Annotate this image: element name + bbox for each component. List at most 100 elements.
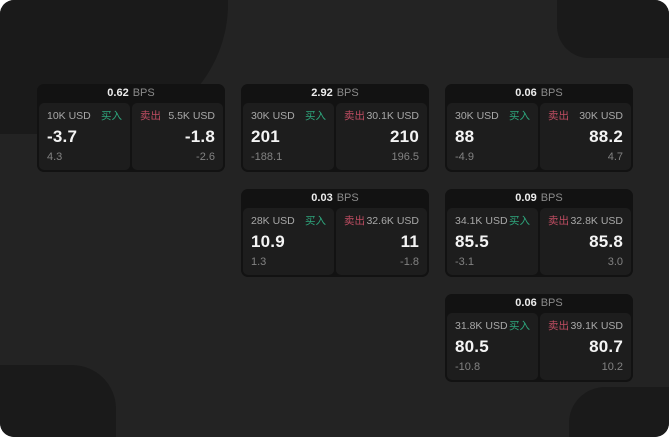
sell-delta: -1.8 [400,256,419,268]
spread-header: 2.92 BPS [241,84,429,103]
quote-card-body: 31.8K USD 买入 80.5 -10.8 卖出 39.1K USD 80.… [445,313,633,382]
quote-card-body: 10K USD 买入 -3.7 4.3 卖出 5.5K USD -1.8 -2.… [37,103,225,172]
buy-quote-panel[interactable]: 34.1K USD 买入 85.5 -3.1 [447,208,538,275]
sell-side-label: 卖出 [548,215,569,227]
spread-value: 2.92 [311,87,333,99]
spread-unit-label: BPS [540,87,563,99]
buy-panel-header: 30K USD 买入 [455,110,530,123]
sell-delta: 10.2 [601,361,623,373]
sell-panel-header: 卖出 32.6K USD [344,215,419,228]
sell-panel-header: 卖出 32.8K USD [548,215,623,228]
sell-panel-header: 卖出 5.5K USD [140,110,215,123]
sell-price: -1.8 [184,127,215,146]
buy-amount: 34.1K USD [455,215,508,227]
quote-card-body: 34.1K USD 买入 85.5 -3.1 卖出 32.8K USD 85.8… [445,208,633,277]
sell-delta: -2.6 [196,151,215,163]
quote-card: 0.06 BPS 31.8K USD 买入 80.5 -10.8 卖出 39.1… [445,294,633,382]
buy-quote-panel[interactable]: 31.8K USD 买入 80.5 -10.8 [447,313,538,380]
sell-price: 85.8 [589,232,623,251]
spread-value: 0.06 [515,297,537,309]
sell-quote-panel[interactable]: 卖出 30K USD 88.2 4.7 [540,103,631,170]
buy-side-label: 买入 [101,110,122,122]
sell-side-label: 卖出 [344,110,365,122]
buy-delta: 1.3 [251,256,267,268]
quote-card: 0.03 BPS 28K USD 买入 10.9 1.3 卖出 32.6K US… [241,189,429,277]
buy-side-label: 买入 [509,215,530,227]
spread-unit-label: BPS [336,192,359,204]
sell-price: 11 [400,232,419,251]
sell-side-label: 卖出 [344,215,365,227]
sell-side-label: 卖出 [548,320,569,332]
buy-side-label: 买入 [509,320,530,332]
buy-panel-header: 30K USD 买入 [251,110,326,123]
spread-header: 0.03 BPS [241,189,429,208]
sell-delta: 4.7 [607,151,623,163]
spread-value: 0.09 [515,192,537,204]
quote-card: 0.62 BPS 10K USD 买入 -3.7 4.3 卖出 5.5K USD… [37,84,225,172]
spread-unit-label: BPS [540,297,563,309]
sell-delta: 3.0 [607,256,623,268]
spread-unit-label: BPS [336,87,359,99]
sell-amount: 39.1K USD [570,320,623,332]
buy-price: 10.9 [251,232,285,251]
sell-quote-panel[interactable]: 卖出 32.8K USD 85.8 3.0 [540,208,631,275]
buy-amount: 31.8K USD [455,320,508,332]
spread-value: 0.06 [515,87,537,99]
buy-price: -3.7 [47,127,78,146]
sell-amount: 32.8K USD [570,215,623,227]
buy-delta: 4.3 [47,151,63,163]
sell-panel-header: 卖出 39.1K USD [548,320,623,333]
buy-delta: -3.1 [455,256,474,268]
sell-price: 80.7 [589,337,623,356]
buy-delta: -10.8 [455,361,481,373]
spread-unit-label: BPS [540,192,563,204]
sell-amount: 5.5K USD [168,110,215,122]
quote-card-body: 30K USD 买入 88 -4.9 卖出 30K USD 88.2 4.7 [445,103,633,172]
buy-quote-panel[interactable]: 30K USD 买入 88 -4.9 [447,103,538,170]
sell-amount: 30K USD [579,110,623,122]
spread-value: 0.62 [107,87,129,99]
buy-amount: 10K USD [47,110,91,122]
buy-delta: -188.1 [251,151,283,163]
sell-side-label: 卖出 [140,110,161,122]
sell-price: 88.2 [589,127,623,146]
quote-card: 2.92 BPS 30K USD 买入 201 -188.1 卖出 30.1K … [241,84,429,172]
sell-price: 210 [390,127,419,146]
buy-side-label: 买入 [509,110,530,122]
quote-card-body: 28K USD 买入 10.9 1.3 卖出 32.6K USD 11 -1.8 [241,208,429,277]
quote-card: 0.09 BPS 34.1K USD 买入 85.5 -3.1 卖出 32.8K… [445,189,633,277]
sell-panel-header: 卖出 30.1K USD [344,110,419,123]
buy-quote-panel[interactable]: 30K USD 买入 201 -188.1 [243,103,334,170]
buy-amount: 30K USD [455,110,499,122]
background-panel-bottom-right [569,387,669,437]
sell-quote-panel[interactable]: 卖出 30.1K USD 210 196.5 [336,103,427,170]
buy-amount: 28K USD [251,215,295,227]
buy-price: 88 [455,127,475,146]
buy-side-label: 买入 [305,110,326,122]
sell-delta: 196.5 [391,151,419,163]
buy-amount: 30K USD [251,110,295,122]
sell-quote-panel[interactable]: 卖出 32.6K USD 11 -1.8 [336,208,427,275]
buy-panel-header: 31.8K USD 买入 [455,320,530,333]
buy-quote-panel[interactable]: 28K USD 买入 10.9 1.3 [243,208,334,275]
buy-price: 80.5 [455,337,489,356]
background-panel-top-right [557,0,669,58]
buy-panel-header: 10K USD 买入 [47,110,122,123]
sell-amount: 32.6K USD [366,215,419,227]
quote-card-body: 30K USD 买入 201 -188.1 卖出 30.1K USD 210 1… [241,103,429,172]
buy-price: 85.5 [455,232,489,251]
background-panel-bottom-left [0,365,116,437]
spread-header: 0.62 BPS [37,84,225,103]
buy-delta: -4.9 [455,151,474,163]
sell-side-label: 卖出 [548,110,569,122]
sell-amount: 30.1K USD [366,110,419,122]
quote-card: 0.06 BPS 30K USD 买入 88 -4.9 卖出 30K USD 8… [445,84,633,172]
sell-quote-panel[interactable]: 卖出 39.1K USD 80.7 10.2 [540,313,631,380]
buy-quote-panel[interactable]: 10K USD 买入 -3.7 4.3 [39,103,130,170]
buy-panel-header: 28K USD 买入 [251,215,326,228]
spread-unit-label: BPS [132,87,155,99]
buy-price: 201 [251,127,280,146]
buy-panel-header: 34.1K USD 买入 [455,215,530,228]
sell-quote-panel[interactable]: 卖出 5.5K USD -1.8 -2.6 [132,103,223,170]
